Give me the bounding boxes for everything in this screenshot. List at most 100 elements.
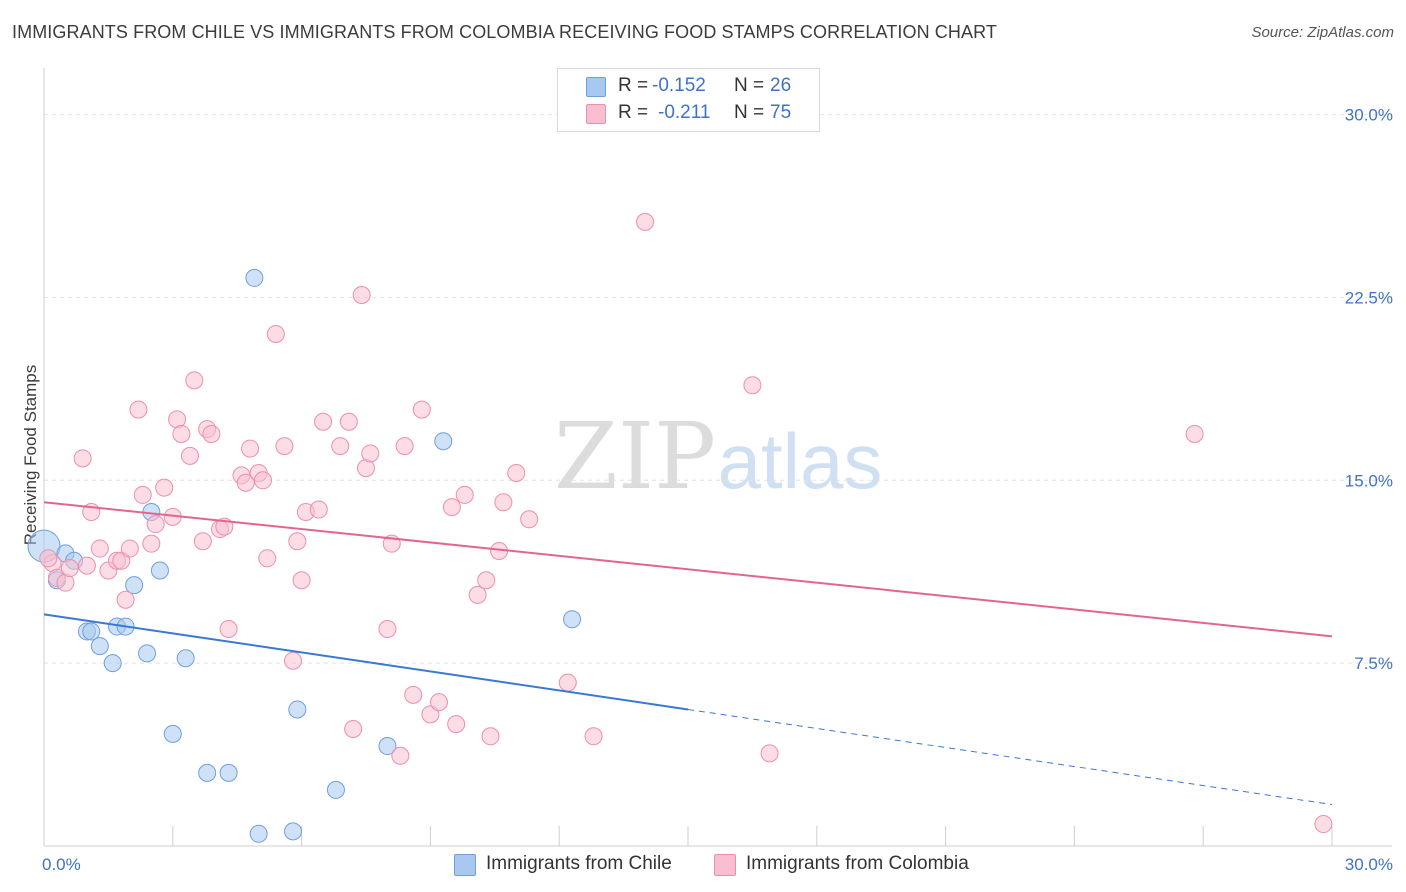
chile-point	[103, 654, 122, 673]
colombia-point	[73, 449, 92, 468]
colombia-point	[219, 620, 238, 639]
x-tick-labels: 0.0% 30.0%	[42, 855, 1393, 874]
colombia-point	[142, 534, 161, 553]
colombia-point	[309, 500, 328, 519]
colombia-point	[760, 744, 779, 763]
colombia-point	[421, 705, 440, 724]
colombia-point	[155, 478, 174, 497]
watermark-zip: ZIP	[554, 403, 716, 510]
colombia-point	[520, 510, 539, 529]
colombia-point	[172, 424, 191, 443]
colombia-point	[404, 685, 423, 704]
chile-point	[288, 700, 307, 719]
y-tick-label: 15.0%	[1345, 471, 1393, 490]
colombia-point	[133, 485, 152, 504]
colombia-point	[481, 727, 500, 746]
colombia-point	[236, 473, 255, 492]
colombia-point	[193, 532, 212, 551]
colombia-point	[584, 727, 603, 746]
colombia-point	[331, 437, 350, 456]
gridlines	[44, 114, 1392, 664]
colombia-point	[468, 585, 487, 604]
chile-point	[163, 724, 182, 743]
x-tick-label: 30.0%	[1345, 855, 1393, 874]
colombia-point	[344, 719, 363, 738]
stats-legend: R = -0.152 N = 26 R = -0.211 N = 75	[557, 68, 820, 132]
colombia-point	[292, 571, 311, 590]
colombia-point	[361, 444, 380, 463]
colombia-point	[558, 673, 577, 692]
colombia-point	[1314, 815, 1333, 834]
colombia-point	[116, 590, 135, 609]
chile-point	[563, 610, 582, 629]
colombia-point	[442, 498, 461, 517]
colombia-point	[477, 571, 496, 590]
y-tick-label: 7.5%	[1354, 654, 1393, 673]
source-credit: Source: ZipAtlas.com	[1251, 24, 1394, 41]
colombia-point	[391, 746, 410, 765]
colombia-point	[352, 285, 371, 304]
colombia-point	[185, 371, 204, 390]
watermark-atlas: atlas	[718, 417, 883, 505]
trend-lines	[43, 501, 1333, 806]
data-points	[27, 212, 1333, 843]
chile-legend-label: Immigrants from Chile	[486, 853, 672, 874]
colombia-point	[314, 412, 333, 431]
chile-point	[176, 649, 195, 668]
colombia-r-value: -0.211	[658, 102, 711, 123]
colombia-point	[253, 471, 272, 490]
chile-r-value: -0.152	[652, 75, 706, 96]
colombia-point	[494, 493, 513, 512]
watermark: ZIP atlas	[554, 403, 882, 510]
n-label: N =	[734, 75, 765, 96]
chart-title: IMMIGRANTS FROM CHILE VS IMMIGRANTS FROM…	[12, 22, 997, 42]
r-label: R =	[618, 102, 649, 123]
chile-point	[284, 822, 303, 841]
colombia-point	[241, 439, 260, 458]
colombia-point	[129, 400, 148, 419]
x-tick-label: 0.0%	[42, 855, 81, 874]
colombia-point	[339, 412, 358, 431]
colombia-point	[202, 424, 221, 443]
y-axis-label: Receiving Food Stamps	[21, 365, 40, 545]
colombia-point	[288, 532, 307, 551]
chile-point	[150, 561, 169, 580]
colombia-trend-line	[43, 501, 1333, 638]
r-label: R =	[618, 75, 649, 96]
y-tick-labels: 7.5% 15.0% 22.5% 30.0%	[1345, 106, 1393, 674]
chile-point	[326, 780, 345, 799]
axes	[43, 68, 1392, 847]
colombia-point	[284, 651, 303, 670]
y-tick-label: 22.5%	[1345, 288, 1393, 307]
chile-point	[90, 637, 109, 656]
chile-point	[82, 622, 101, 641]
chile-point	[378, 737, 397, 756]
colombia-point	[258, 549, 277, 568]
colombia-point	[39, 549, 58, 568]
colombia-point	[447, 715, 466, 734]
n-label: N =	[734, 102, 765, 123]
y-tick-label: 30.0%	[1345, 106, 1393, 125]
chile-trend-line	[43, 613, 689, 711]
colombia-point	[455, 485, 474, 504]
colombia-swatch	[586, 104, 606, 124]
colombia-point	[112, 551, 131, 570]
chile-n-value: 26	[770, 75, 792, 96]
colombia-point	[507, 463, 526, 482]
colombia-legend-swatch	[714, 854, 736, 876]
chile-point	[125, 576, 144, 595]
colombia-point	[60, 559, 79, 578]
colombia-point	[743, 376, 762, 395]
chile-point	[245, 268, 264, 287]
colombia-n-value: 75	[770, 102, 792, 123]
chile-point	[198, 763, 217, 782]
colombia-legend-label: Immigrants from Colombia	[746, 853, 969, 874]
colombia-point	[1185, 424, 1204, 443]
colombia-point	[77, 556, 96, 575]
chile-point	[249, 824, 268, 843]
colombia-point	[636, 212, 655, 231]
colombia-point	[395, 437, 414, 456]
chile-point	[434, 432, 453, 451]
chile-swatch	[586, 77, 606, 97]
